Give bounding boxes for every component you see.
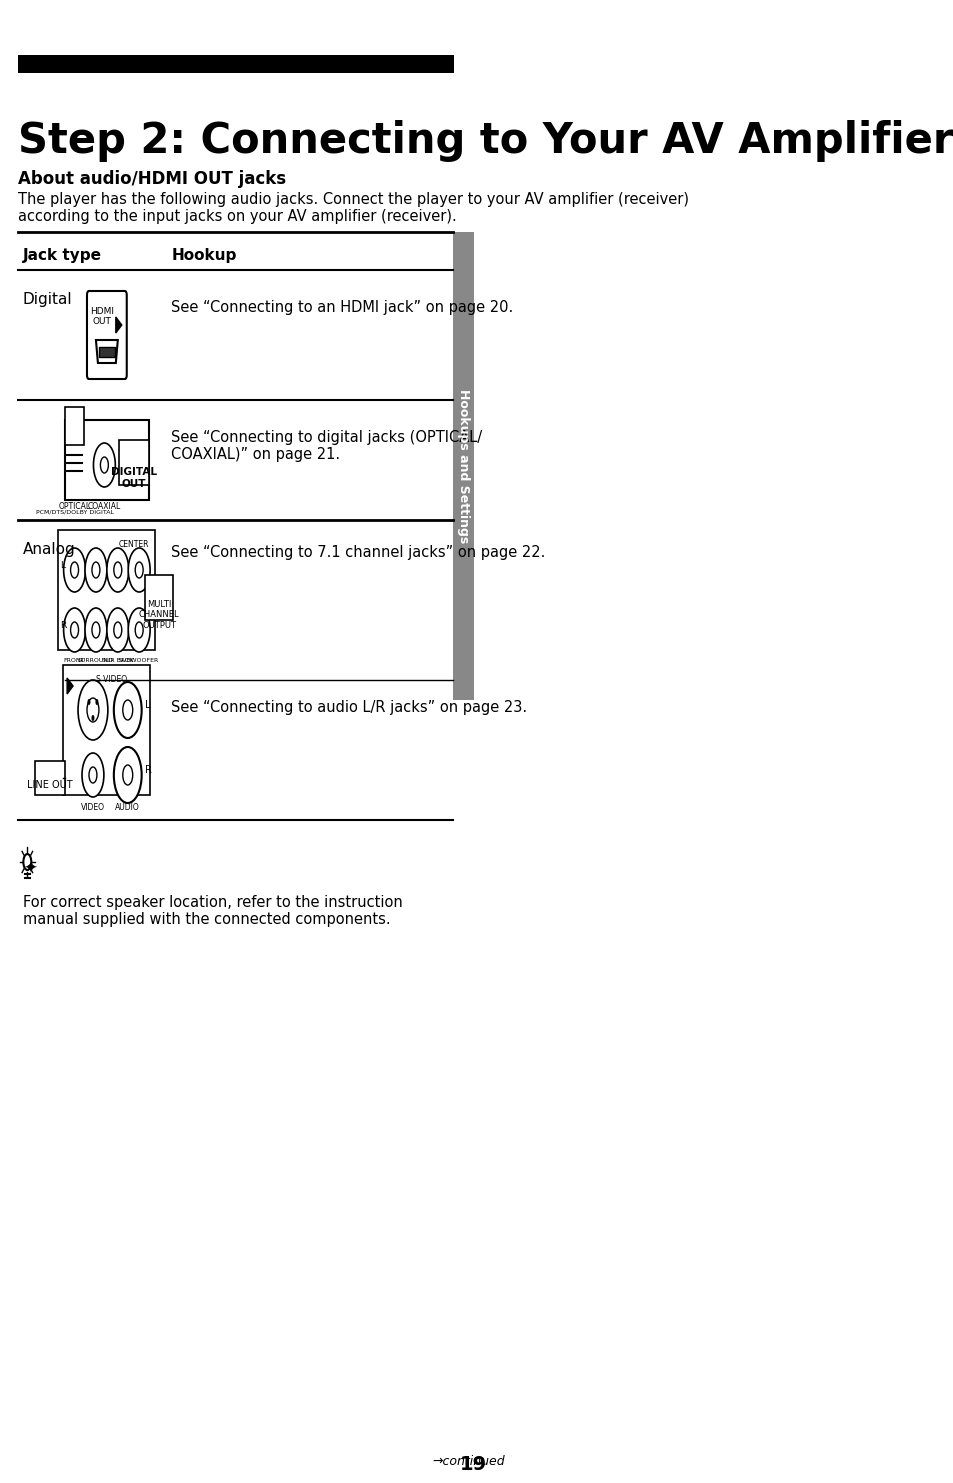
Circle shape [85, 608, 107, 653]
Text: See “Connecting to 7.1 channel jacks” on page 22.: See “Connecting to 7.1 channel jacks” on… [172, 544, 545, 561]
Circle shape [64, 549, 86, 592]
Text: R: R [60, 620, 66, 629]
Bar [145, 575, 172, 620]
Bar [453, 231, 474, 700]
Circle shape [107, 608, 129, 653]
Text: Jack type: Jack type [23, 248, 102, 262]
Circle shape [91, 715, 94, 721]
Circle shape [71, 621, 78, 638]
Circle shape [91, 621, 100, 638]
Circle shape [88, 698, 91, 704]
Circle shape [128, 549, 150, 592]
Polygon shape [96, 340, 117, 363]
Text: SURROUND: SURROUND [78, 658, 113, 663]
Bar [58, 529, 155, 650]
Text: DIGITAL
OUT: DIGITAL OUT [112, 467, 157, 488]
Text: MULTI
CHANNEL
OUTPUT: MULTI CHANNEL OUTPUT [138, 601, 179, 630]
Circle shape [123, 765, 132, 785]
Circle shape [82, 753, 104, 796]
Circle shape [123, 700, 132, 721]
Circle shape [135, 621, 143, 638]
Circle shape [93, 443, 115, 486]
Circle shape [128, 608, 150, 653]
Bar [65, 420, 149, 500]
Text: Hookup: Hookup [172, 248, 236, 262]
Circle shape [100, 457, 109, 473]
Text: The player has the following audio jacks. Connect the player to your AV amplifie: The player has the following audio jacks… [18, 191, 688, 224]
Text: →continued: →continued [432, 1455, 504, 1468]
Text: OPTICAL: OPTICAL [58, 503, 91, 512]
Text: SUBWOOFER: SUBWOOFER [119, 658, 159, 663]
Circle shape [113, 562, 122, 578]
Circle shape [89, 767, 97, 783]
Bar [18, 55, 454, 73]
Text: See “Connecting to an HDMI jack” on page 20.: See “Connecting to an HDMI jack” on page… [172, 300, 514, 314]
Text: SUR BACK: SUR BACK [102, 658, 133, 663]
Circle shape [87, 698, 99, 722]
Circle shape [95, 698, 98, 704]
Bar [119, 440, 149, 485]
Circle shape [113, 621, 122, 638]
Polygon shape [67, 678, 73, 694]
Circle shape [113, 747, 141, 802]
Circle shape [91, 562, 100, 578]
Circle shape [64, 608, 86, 653]
Text: S VIDEO: S VIDEO [96, 675, 128, 684]
Bar [34, 761, 66, 795]
Circle shape [135, 562, 143, 578]
Circle shape [85, 549, 107, 592]
Text: COAXIAL: COAXIAL [88, 503, 121, 512]
Text: Analog: Analog [23, 541, 75, 558]
Bar [99, 347, 114, 357]
Text: See “Connecting to digital jacks (OPTICAL/
COAXIAL)” on page 21.: See “Connecting to digital jacks (OPTICA… [172, 430, 482, 463]
Text: L: L [145, 700, 151, 710]
Text: AUDIO: AUDIO [115, 802, 140, 813]
Circle shape [23, 854, 31, 871]
Text: CENTER: CENTER [119, 540, 150, 549]
Polygon shape [115, 317, 122, 334]
Circle shape [107, 549, 129, 592]
Text: PCM/DTS/DOLBY DIGITAL: PCM/DTS/DOLBY DIGITAL [35, 510, 113, 515]
Text: Hookups and Settings: Hookups and Settings [456, 389, 470, 543]
Bar [65, 406, 84, 445]
Text: For correct speaker location, refer to the instruction
manual supplied with the : For correct speaker location, refer to t… [23, 896, 402, 927]
Text: ✦: ✦ [23, 860, 37, 878]
Circle shape [78, 681, 108, 740]
Text: R: R [145, 765, 152, 776]
Text: See “Connecting to audio L/R jacks” on page 23.: See “Connecting to audio L/R jacks” on p… [172, 700, 527, 715]
Text: LINE OUT: LINE OUT [27, 780, 72, 790]
Text: About audio/HDMI OUT jacks: About audio/HDMI OUT jacks [18, 171, 286, 188]
Text: Step 2: Connecting to Your AV Amplifier (Receiver): Step 2: Connecting to Your AV Amplifier … [18, 120, 953, 162]
Text: FRONT: FRONT [64, 658, 85, 663]
Text: HDMI
OUT: HDMI OUT [90, 307, 113, 326]
Text: Digital: Digital [23, 292, 72, 307]
Circle shape [71, 562, 78, 578]
Text: 19: 19 [459, 1455, 487, 1474]
Text: VIDEO: VIDEO [81, 802, 105, 813]
Circle shape [113, 682, 141, 739]
Bar [63, 664, 151, 795]
Text: L: L [60, 561, 65, 569]
FancyBboxPatch shape [87, 291, 127, 380]
